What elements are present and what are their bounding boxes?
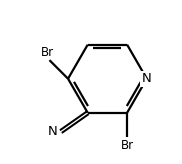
- Text: N: N: [48, 125, 58, 138]
- Text: Br: Br: [41, 46, 54, 59]
- Text: N: N: [142, 72, 152, 85]
- Text: Br: Br: [120, 139, 134, 152]
